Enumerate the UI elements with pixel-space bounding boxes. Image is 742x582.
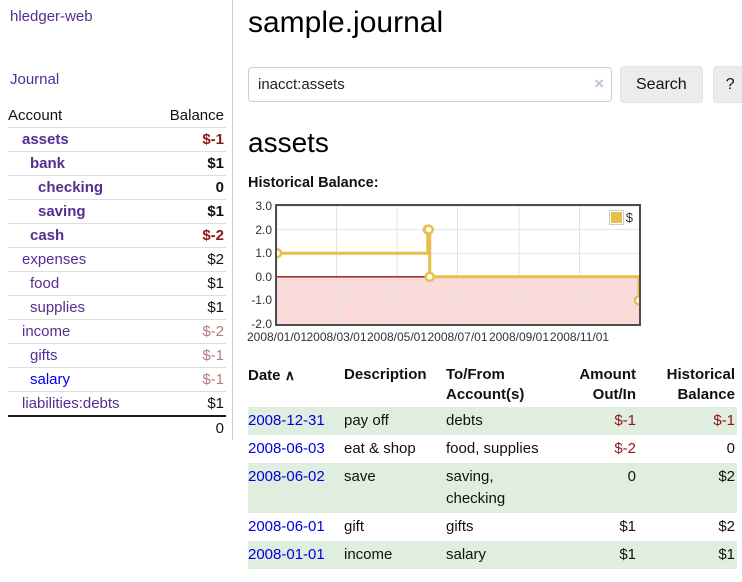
transaction-description: pay off bbox=[344, 407, 446, 435]
transaction-date-link[interactable]: 2008-06-02 bbox=[248, 468, 325, 485]
account-row: supplies $1 bbox=[8, 295, 226, 319]
transaction-amount: 0 bbox=[564, 463, 644, 513]
amount-column-header: Amount Out/In bbox=[579, 366, 636, 403]
sidebar-account-food[interactable]: food bbox=[30, 275, 60, 292]
account-row: saving $1 bbox=[8, 199, 226, 223]
chart-legend: $ bbox=[608, 210, 633, 225]
brand-link[interactable]: hledger-web bbox=[10, 8, 93, 25]
account-heading: assets bbox=[248, 127, 329, 158]
table-row: 2008-01-01 income salary $1 $1 bbox=[248, 541, 737, 569]
account-balance: $-2 bbox=[202, 227, 224, 244]
account-row: liabilities:debts $1 bbox=[8, 391, 226, 415]
transaction-balance: $1 bbox=[644, 541, 737, 569]
table-row: 2008-06-03 eat & shop food, supplies $-2… bbox=[248, 435, 737, 463]
clear-search-icon[interactable]: × bbox=[594, 74, 604, 93]
account-balance: $2 bbox=[207, 251, 224, 268]
account-balance: $1 bbox=[207, 395, 224, 412]
sidebar-account-income[interactable]: income bbox=[22, 323, 71, 340]
account-row: checking 0 bbox=[8, 175, 226, 199]
transaction-balance: $-1 bbox=[644, 407, 737, 435]
sidebar-account-salary[interactable]: salary bbox=[30, 371, 71, 388]
transaction-description: save bbox=[344, 463, 446, 513]
page-title: sample.journal bbox=[248, 6, 444, 39]
transaction-accounts: salary bbox=[446, 541, 564, 569]
search-input[interactable] bbox=[248, 67, 612, 102]
main-content: sample.journal × Search ? assets Histori… bbox=[247, 0, 742, 569]
account-column-header: Account bbox=[8, 107, 63, 124]
search-form: × Search ? bbox=[248, 66, 742, 103]
transaction-amount: $-1 bbox=[564, 407, 644, 435]
sidebar-account-saving[interactable]: saving bbox=[38, 203, 86, 220]
account-balance: $1 bbox=[207, 275, 224, 292]
transaction-date-link[interactable]: 2008-06-03 bbox=[248, 440, 325, 457]
chart-plot: $ bbox=[275, 204, 641, 326]
accounts-table-header: Account Balance bbox=[8, 104, 226, 127]
sort-ascending-icon: ∧ bbox=[284, 367, 295, 383]
search-button[interactable]: Search bbox=[620, 66, 703, 103]
sidebar-account-supplies[interactable]: supplies bbox=[30, 299, 86, 316]
sidebar-account-liabilities-debts[interactable]: liabilities:debts bbox=[22, 395, 120, 412]
legend-swatch-icon bbox=[608, 210, 624, 225]
account-row: food $1 bbox=[8, 271, 226, 295]
account-balance: $-1 bbox=[202, 371, 224, 388]
sidebar-account-cash[interactable]: cash bbox=[30, 227, 65, 244]
register-header-row: Date ∧ Description To/From Account(s) Am… bbox=[248, 363, 737, 407]
transaction-accounts: gifts bbox=[446, 518, 474, 535]
account-balance: $1 bbox=[207, 155, 224, 172]
accounts-total-value: 0 bbox=[215, 420, 224, 437]
account-row: salary $-1 bbox=[8, 367, 226, 391]
table-row: 2008-06-01 gift gifts $1 $2 bbox=[248, 513, 737, 541]
account-row: gifts $-1 bbox=[8, 343, 226, 367]
account-row: expenses $2 bbox=[8, 247, 226, 271]
transaction-description: eat & shop bbox=[344, 440, 416, 457]
sidebar: hledger-web Journal Account Balance asse… bbox=[0, 0, 233, 440]
chart-section-label: Historical Balance: bbox=[248, 175, 379, 191]
help-button[interactable]: ? bbox=[712, 66, 742, 103]
account-balance: $-1 bbox=[202, 131, 224, 148]
transaction-description: income bbox=[344, 541, 446, 569]
transaction-description: gift bbox=[344, 518, 365, 535]
legend-swatch-color bbox=[610, 212, 622, 223]
account-row: assets $-1 bbox=[8, 127, 226, 151]
accounts-total-row: 0 bbox=[8, 415, 226, 440]
transaction-date-link[interactable]: 2008-12-31 bbox=[248, 412, 325, 429]
transaction-balance: 0 bbox=[726, 440, 735, 457]
balance-column-header: Historical Balance bbox=[666, 366, 735, 403]
accounts-column-header: To/From Account(s) bbox=[446, 366, 525, 403]
sidebar-account-assets[interactable]: assets bbox=[22, 131, 69, 148]
account-balance: $1 bbox=[207, 203, 224, 220]
transaction-date-link[interactable]: 2008-01-01 bbox=[248, 546, 325, 563]
transaction-accounts: food, supplies bbox=[446, 440, 539, 457]
transaction-date-link[interactable]: 2008-06-01 bbox=[248, 518, 325, 535]
sidebar-account-bank[interactable]: bank bbox=[30, 155, 66, 172]
account-row: bank $1 bbox=[8, 151, 226, 175]
account-row: cash $-2 bbox=[8, 223, 226, 247]
account-balance: 0 bbox=[215, 179, 224, 196]
table-row: 2008-12-31 pay off debts $-1 $-1 bbox=[248, 407, 737, 435]
balance-column-header: Balance bbox=[169, 107, 224, 124]
table-row: 2008-06-02 save saving, checking 0 $2 bbox=[248, 463, 737, 513]
transaction-amount: $1 bbox=[619, 518, 636, 535]
description-column-header: Description bbox=[344, 366, 427, 383]
account-balance: $-1 bbox=[202, 347, 224, 364]
accounts-table: Account Balance assets $-1 bank $1 check… bbox=[8, 104, 226, 440]
transaction-accounts: debts bbox=[446, 407, 564, 435]
account-row: income $-2 bbox=[8, 319, 226, 343]
transaction-balance: $2 bbox=[718, 518, 735, 535]
sidebar-account-checking[interactable]: checking bbox=[38, 179, 104, 196]
historical-balance-chart: $ 3.0 2.0 1.0 0.0 -1.0 -2.0 2008/01/01 2008/03… bbox=[247, 199, 742, 346]
account-balance: $-2 bbox=[202, 323, 224, 340]
transaction-balance: $2 bbox=[644, 463, 737, 513]
transaction-amount: $-2 bbox=[614, 440, 636, 457]
transaction-accounts: saving, checking bbox=[446, 463, 564, 513]
sidebar-item-journal[interactable]: Journal bbox=[10, 71, 60, 88]
account-balance: $1 bbox=[207, 299, 224, 316]
register-table: Date ∧ Description To/From Account(s) Am… bbox=[248, 363, 737, 569]
transaction-amount: $1 bbox=[564, 541, 644, 569]
legend-label: $ bbox=[625, 210, 633, 225]
sidebar-account-expenses[interactable]: expenses bbox=[22, 251, 87, 268]
sidebar-account-gifts[interactable]: gifts bbox=[30, 347, 58, 364]
date-column-header[interactable]: Date ∧ bbox=[248, 367, 295, 384]
